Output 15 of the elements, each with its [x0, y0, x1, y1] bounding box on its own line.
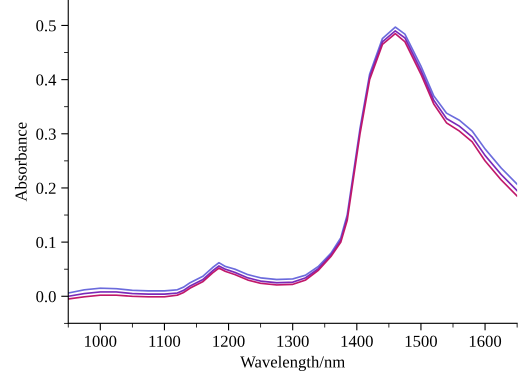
y-tick-label: 0.1	[36, 236, 56, 248]
y-tick-label: 0.4	[36, 74, 56, 86]
y-tick-label: 0.2	[36, 182, 56, 194]
x-tick-label: 1500	[406, 336, 437, 347]
x-axis-title: Wavelength/nm	[240, 356, 345, 371]
x-tick-label: 1200	[213, 336, 245, 347]
y-axis-title: Absorbance	[14, 122, 27, 202]
y-tick-label: 0.5	[36, 20, 56, 32]
x-tick-label: 1000	[85, 336, 116, 347]
x-tick-label: 1400	[342, 336, 373, 347]
x-tick-label: 1600	[470, 336, 502, 347]
x-tick-label: 1300	[277, 336, 309, 347]
y-tick-label: 0.0	[36, 290, 56, 302]
y-tick-label: 0.3	[36, 128, 56, 140]
x-tick-label: 1100	[150, 336, 180, 347]
